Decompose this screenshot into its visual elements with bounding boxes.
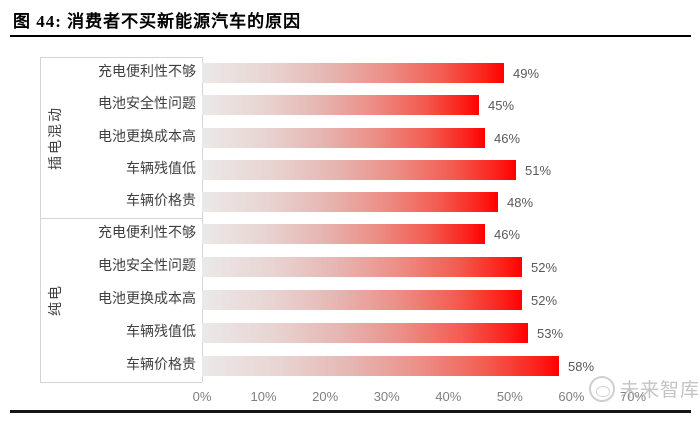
x-axis-tick-label: 50%: [496, 389, 523, 404]
bar: [202, 257, 522, 277]
bar-value-label: 51%: [525, 163, 552, 178]
bar-value-label: 46%: [494, 131, 521, 146]
x-axis-tick-label: 70%: [619, 389, 647, 404]
category-frame-line: [40, 382, 202, 383]
bar-value-label: 45%: [488, 98, 515, 113]
figure-bottom-rule: [10, 410, 691, 413]
bar: [202, 63, 504, 83]
category-frame-line: [40, 57, 202, 58]
bar: [202, 95, 479, 115]
category-label: 电池安全性问题: [98, 259, 196, 274]
bar: [202, 290, 522, 310]
category-label: 电池安全性问题: [98, 97, 196, 112]
x-axis-tick-label: 10%: [250, 389, 277, 404]
bar: [202, 192, 498, 212]
bar: [202, 224, 485, 244]
category-label: 车辆残值低: [126, 325, 196, 340]
category-label: 车辆价格贵: [126, 194, 196, 209]
title-underline: [10, 35, 691, 37]
bar: [202, 323, 528, 343]
bar-value-label: 58%: [568, 359, 595, 374]
watermark-label: 未来智库: [620, 380, 700, 401]
category-label: 充电便利性不够: [98, 226, 196, 241]
x-axis-tick-label: 20%: [312, 389, 339, 404]
bar-value-label: 46%: [494, 227, 521, 242]
bar-value-label: 52%: [531, 293, 558, 308]
category-label: 充电便利性不够: [98, 65, 196, 80]
bar-value-label: 48%: [507, 195, 534, 210]
category-label: 电池更换成本高: [98, 292, 196, 307]
category-frame-line: [40, 218, 202, 219]
group-axis-label: 插电混动: [49, 105, 64, 170]
category-label: 车辆残值低: [126, 162, 196, 177]
watermark: 未来智库: [589, 375, 700, 402]
bar: [202, 128, 485, 148]
group-axis-label: 纯电: [49, 284, 64, 316]
x-axis-tick-label: 40%: [435, 389, 462, 404]
bar: [202, 356, 559, 376]
x-axis-tick-label: 0%: [192, 389, 212, 404]
bar: [202, 160, 516, 180]
category-label: 车辆价格贵: [126, 358, 196, 373]
category-label: 电池更换成本高: [98, 130, 196, 145]
watermark-logo-icon: [589, 375, 615, 402]
bar-value-label: 52%: [531, 260, 558, 275]
bar-value-label: 49%: [513, 66, 540, 81]
category-frame-left-line: [40, 57, 41, 382]
x-axis-tick-label: 60%: [558, 389, 585, 404]
category-axis-line: [202, 57, 203, 382]
bar-value-label: 53%: [537, 326, 564, 341]
x-axis-tick-label: 30%: [373, 389, 400, 404]
figure-title: 图 44: 消费者不买新能源汽车的原因: [13, 12, 302, 31]
